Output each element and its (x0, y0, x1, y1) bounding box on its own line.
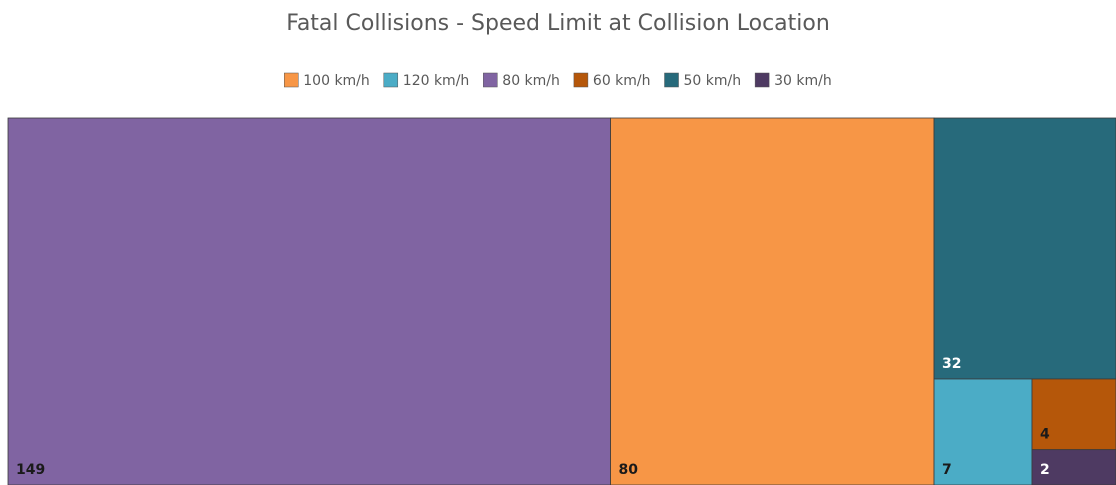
chart-title: Fatal Collisions - Speed Limit at Collis… (286, 11, 830, 36)
data-label: 4 (1040, 427, 1050, 443)
legend-label: 60 km/h (593, 73, 651, 89)
legend-swatch (754, 72, 770, 88)
legend-swatch (573, 72, 589, 88)
data-label: 32 (942, 356, 961, 372)
legend-label: 80 km/h (502, 73, 560, 89)
data-label: 149 (16, 462, 45, 478)
treemap-tile (610, 117, 935, 485)
data-label: 2 (1040, 462, 1050, 478)
data-label: 7 (942, 462, 952, 478)
data-label: 80 (619, 462, 639, 478)
legend-swatch (483, 72, 498, 88)
treemap-tile (7, 117, 611, 485)
treemap-tile (933, 117, 1116, 380)
treemap-tile (1031, 378, 1116, 451)
treemap-tile (933, 378, 1033, 485)
legend-label: 100 km/h (303, 73, 370, 89)
legend-label: 120 km/h (403, 73, 470, 89)
treemap-tile (1031, 449, 1116, 485)
legend-label: 30 km/h (774, 73, 832, 89)
legend-swatch (664, 72, 679, 88)
legend-swatch (284, 72, 299, 88)
legend-swatch (383, 72, 399, 88)
legend: 100 km/h 120 km/h 80 km/h 60 km/h 50 km/h 30 … (284, 72, 832, 89)
legend-label: 50 km/h (684, 73, 742, 89)
